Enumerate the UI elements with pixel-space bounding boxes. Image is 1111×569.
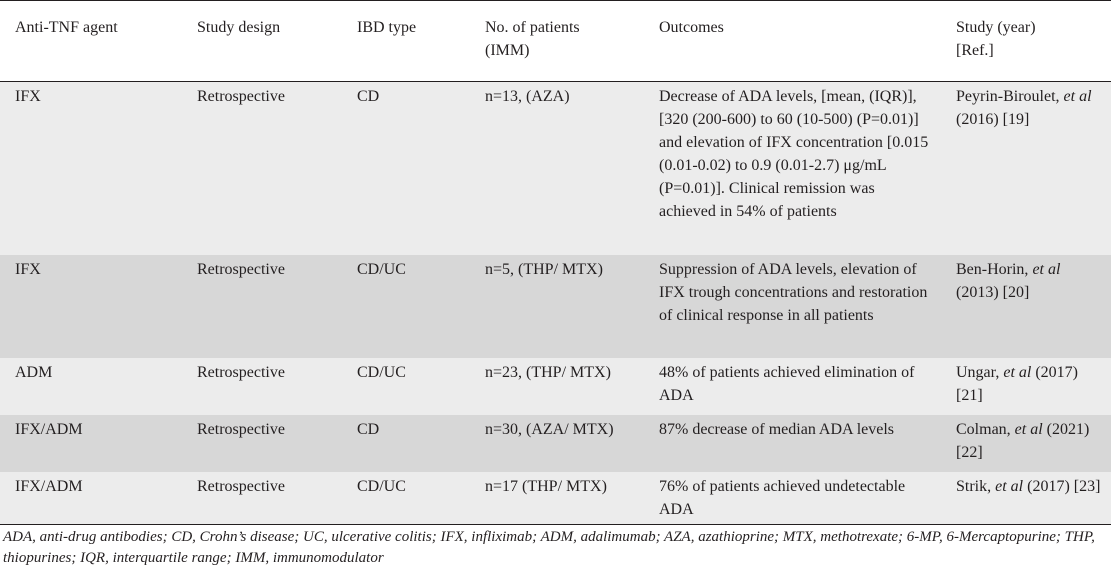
cell-study: Ungar, et al (2017) [21] bbox=[941, 358, 1111, 415]
cell-design: Retrospective bbox=[197, 88, 285, 105]
cell-patients: n=30, (AZA/ MTX) bbox=[485, 420, 614, 438]
study-author: Strik, bbox=[956, 477, 992, 495]
cell-ibd-type: CD/UC bbox=[342, 471, 470, 525]
study-author: Colman, bbox=[956, 420, 1011, 438]
cell-agent: IFX/ADM bbox=[15, 420, 83, 438]
cell-outcomes: Decrease of ADA levels, [mean, (IQR)], [… bbox=[659, 88, 929, 220]
cell-patients: n=23, (THP/ MTX) bbox=[485, 363, 611, 381]
cell-ibd-type: CD/UC bbox=[357, 260, 406, 278]
header-study-line1: Study (year) bbox=[956, 19, 1036, 36]
header-design: Study design bbox=[182, 0, 342, 82]
cell-design: Retrospective bbox=[197, 363, 285, 381]
study-author: Ungar, bbox=[956, 363, 1000, 381]
study-year-ref: (2017) [23] bbox=[1027, 477, 1101, 495]
cell-study: Ben-Horin, et al (2013) [20] bbox=[941, 255, 1111, 358]
header-agent: Anti-TNF agent bbox=[0, 0, 182, 82]
table-row: IFX Retrospective CD/UC n=5, (THP/ MTX) … bbox=[0, 254, 1111, 358]
cell-study: Strik, et al (2017) [23] bbox=[941, 471, 1111, 525]
study-author: Peyrin-Biroulet, bbox=[956, 88, 1060, 105]
cell-patients: n=17 (THP/ MTX) bbox=[470, 471, 644, 525]
table-row: IFX Retrospective CD n=13, (AZA) Decreas… bbox=[0, 81, 1111, 255]
study-et-al: et al bbox=[1003, 363, 1032, 381]
study-et-al: et al bbox=[1032, 260, 1061, 278]
header-study: Study (year) [Ref.] bbox=[941, 0, 1111, 82]
cell-study: Colman, et al (2021) [22] bbox=[941, 415, 1111, 472]
cell-outcomes: Suppression of ADA levels, elevation of … bbox=[659, 260, 928, 324]
study-et-al: et al bbox=[1014, 420, 1043, 438]
study-et-al: et al bbox=[995, 477, 1024, 495]
cell-patients: n=5, (THP/ MTX) bbox=[485, 260, 603, 278]
cell-agent: IFX bbox=[15, 88, 41, 105]
cell-outcomes: 87% decrease of median ADA levels bbox=[659, 420, 895, 438]
cell-agent: IFX bbox=[15, 260, 41, 278]
cell-agent: IFX/ADM bbox=[0, 471, 182, 525]
study-author: Ben-Horin, bbox=[956, 260, 1029, 278]
studies-table: Anti-TNF agent Study design IBD type No.… bbox=[0, 0, 1111, 525]
cell-study: Peyrin-Biroulet, et al (2016) [19] bbox=[941, 82, 1111, 255]
cell-outcomes: 76% of patients achieved undetectable AD… bbox=[644, 471, 941, 525]
header-patients: No. of patients (IMM) bbox=[470, 0, 644, 82]
study-year-ref: (2021) [22] bbox=[956, 420, 1090, 461]
cell-design: Retrospective bbox=[197, 260, 285, 278]
header-study-line2: [Ref.] bbox=[956, 42, 994, 59]
cell-patients: n=13, (AZA) bbox=[485, 88, 570, 105]
table-row: ADM Retrospective CD/UC n=23, (THP/ MTX)… bbox=[0, 357, 1111, 415]
header-outcomes: Outcomes bbox=[644, 0, 941, 82]
study-year-ref: (2013) [20] bbox=[956, 283, 1030, 301]
table-footnote: ADA, anti-drug antibodies; CD, Crohn’s d… bbox=[3, 529, 1095, 566]
table-row: IFX/ADM Retrospective CD/UC n=17 (THP/ M… bbox=[0, 471, 1111, 525]
cell-ibd-type: CD bbox=[357, 88, 380, 105]
study-et-al: et al bbox=[1063, 88, 1092, 105]
header-ibd-type: IBD type bbox=[342, 0, 470, 82]
study-year-ref: (2017) [21] bbox=[956, 363, 1078, 404]
header-row: Anti-TNF agent Study design IBD type No.… bbox=[0, 0, 1111, 82]
cell-agent: ADM bbox=[15, 363, 53, 381]
header-patients-line2: (IMM) bbox=[485, 42, 530, 59]
study-year-ref: (2016) [19] bbox=[956, 111, 1030, 128]
cell-design: Retrospective bbox=[197, 420, 285, 438]
cell-ibd-type: CD/UC bbox=[357, 363, 406, 381]
cell-ibd-type: CD bbox=[357, 420, 380, 438]
cell-design: Retrospective bbox=[182, 471, 342, 525]
table-row: IFX/ADM Retrospective CD n=30, (AZA/ MTX… bbox=[0, 414, 1111, 472]
header-patients-line1: No. of patients bbox=[485, 19, 580, 36]
cell-outcomes: 48% of patients achieved elimination of … bbox=[659, 363, 915, 404]
